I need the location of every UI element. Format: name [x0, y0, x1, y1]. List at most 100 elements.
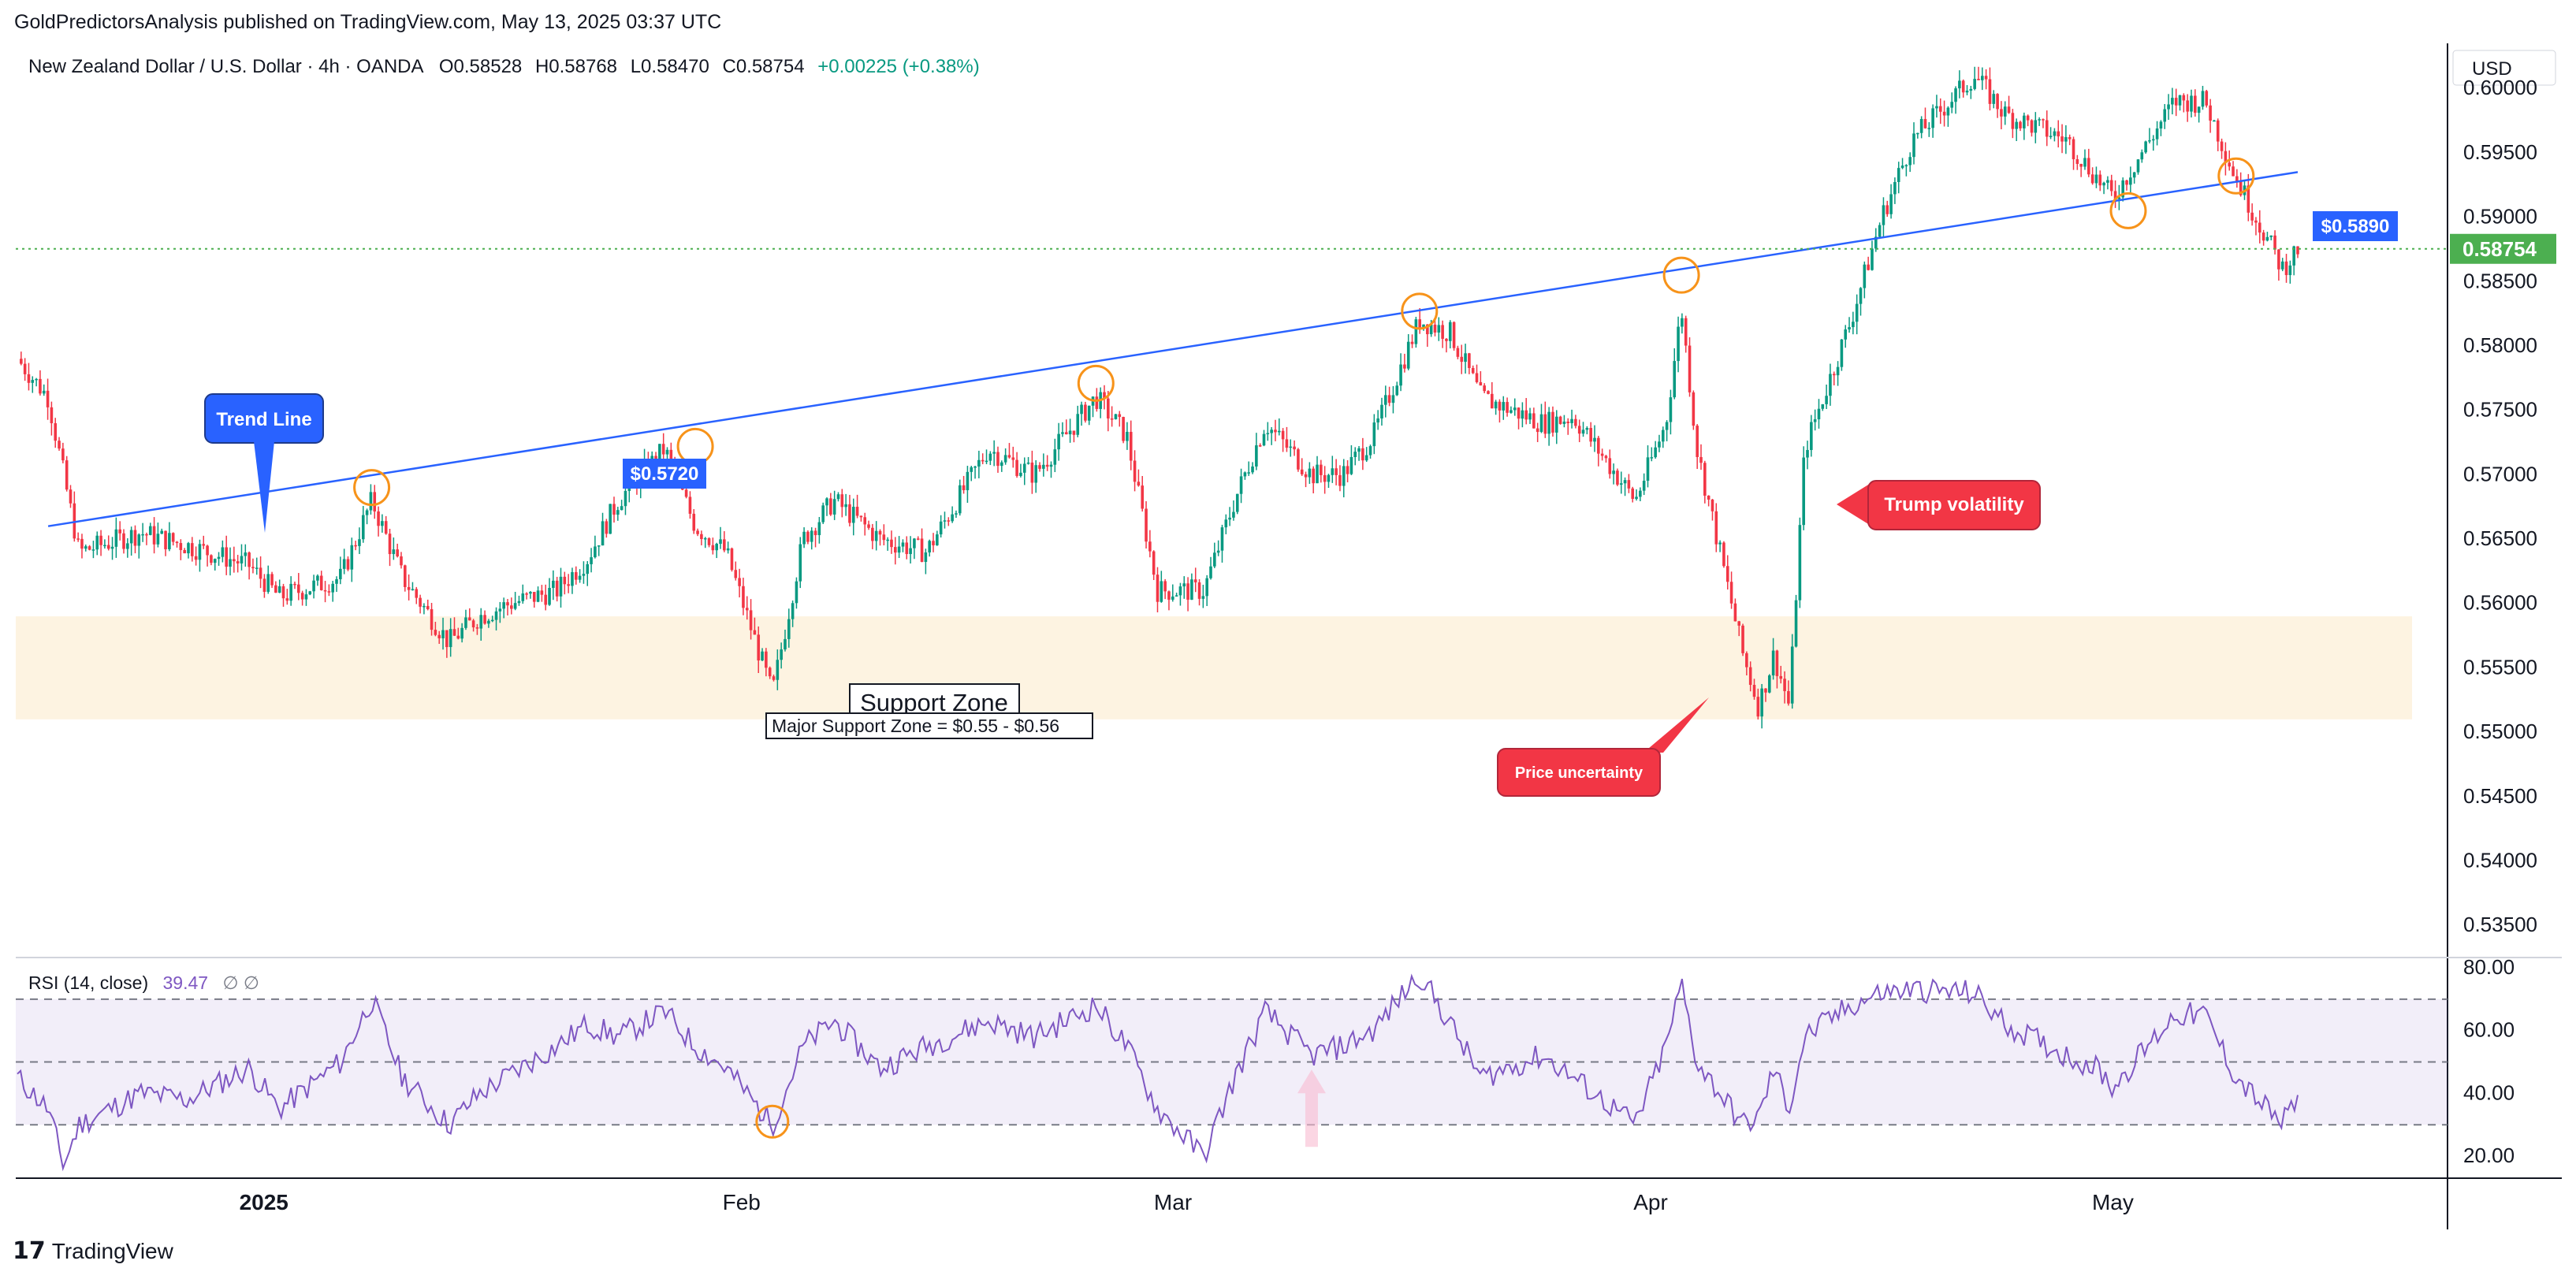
- tradingview-footer[interactable]: 17 TradingView: [13, 1237, 173, 1265]
- candle-body: [2144, 141, 2147, 153]
- currency-label: USD: [2472, 58, 2512, 80]
- candle-body: [1015, 459, 1018, 476]
- candle-body: [840, 494, 844, 508]
- candle-body: [749, 610, 753, 630]
- candle-body: [1787, 690, 1790, 704]
- candle-body: [91, 549, 95, 551]
- candle-body: [452, 629, 456, 636]
- candle-body: [1110, 418, 1114, 420]
- candle-body: [1262, 433, 1266, 446]
- candle-body: [2254, 220, 2258, 223]
- candle-body: [2098, 174, 2102, 186]
- price-highlight-circle: [1662, 256, 1700, 294]
- candle-body: [958, 485, 962, 514]
- candle-body: [1468, 353, 1471, 368]
- candle-body: [206, 545, 209, 556]
- candle-body: [1612, 470, 1615, 474]
- candle-body: [1692, 392, 1696, 426]
- candle-body: [2167, 104, 2170, 110]
- candle-body: [2072, 139, 2075, 160]
- candle-body: [1209, 566, 1212, 578]
- candle-body: [441, 630, 445, 638]
- price-uncertainty-callout[interactable]: Price uncertainty: [1497, 697, 1709, 797]
- candle-body: [1532, 413, 1536, 429]
- candle-body: [1406, 341, 1410, 369]
- trump-volatility-pointer: [1837, 482, 1872, 526]
- candle-body: [688, 496, 692, 514]
- candle-body: [2083, 158, 2086, 167]
- candle-body: [114, 529, 118, 547]
- rsi-axis-tick-label: 40.00: [2463, 1080, 2515, 1104]
- price-label-2-box: [2313, 211, 2398, 241]
- candle-body: [1623, 480, 1627, 484]
- price-label-2-text: $0.5890: [2321, 216, 2390, 237]
- candle-body: [236, 561, 240, 563]
- candle-body: [2235, 176, 2239, 182]
- candle-body: [210, 555, 213, 563]
- candle-body: [765, 651, 768, 668]
- candle-body: [1658, 441, 1661, 448]
- candle-body: [1384, 395, 1387, 405]
- candle-body: [2064, 136, 2068, 142]
- candle-body: [304, 594, 308, 600]
- candle-body: [1205, 578, 1208, 597]
- candle-body: [1289, 446, 1293, 448]
- candle-body: [882, 534, 886, 541]
- candle-body: [297, 584, 300, 593]
- candle-body: [1281, 430, 1285, 440]
- candle-body: [730, 548, 734, 571]
- price-label-1[interactable]: $0.5720: [623, 459, 706, 489]
- candle-body: [715, 544, 718, 551]
- candle-body: [1767, 675, 1771, 693]
- candle-body: [384, 521, 388, 534]
- candle-body: [1855, 303, 1859, 322]
- candle-body: [445, 630, 449, 648]
- time-axis-tick-label: May: [2092, 1190, 2134, 1214]
- candle-body: [456, 635, 460, 639]
- candle-body: [1300, 469, 1304, 474]
- candle-body: [1844, 329, 1848, 340]
- rsi-layer: [16, 973, 2448, 1172]
- price-axis-tick-label: 0.56500: [2463, 526, 2537, 550]
- price-label-2[interactable]: $0.5890: [2313, 211, 2398, 241]
- candle-body: [2209, 105, 2212, 121]
- candle-body: [1539, 414, 1543, 433]
- candle-body: [308, 591, 312, 595]
- candle-body: [1961, 80, 1965, 93]
- support-zone-detail-box: [765, 712, 1093, 739]
- candle-body: [1604, 456, 1608, 459]
- candle-body: [213, 559, 217, 563]
- currency-button[interactable]: [2452, 50, 2556, 86]
- candle-body: [487, 620, 490, 624]
- candle-body: [2174, 98, 2178, 106]
- candle-body: [2003, 106, 2007, 117]
- candle-body: [103, 545, 106, 547]
- candle-body: [966, 471, 970, 490]
- support-zone-detail[interactable]: Major Support Zone = $0.55 - $0.56: [765, 712, 1093, 739]
- price-label-1-box: [623, 459, 706, 489]
- candle-body: [1684, 318, 1688, 346]
- price-uncertainty-pointer: [1644, 697, 1709, 753]
- candle-body: [187, 543, 190, 554]
- price-axis-tick-label: 0.57000: [2463, 462, 2537, 485]
- candle-body: [1152, 551, 1156, 575]
- trump-volatility-callout[interactable]: Trump volatility: [1837, 480, 2041, 530]
- trend-line-callout[interactable]: Trend Line: [204, 393, 324, 533]
- candle-body: [597, 545, 601, 547]
- candle-body: [1410, 341, 1414, 344]
- candle-body: [711, 545, 715, 551]
- candle-body: [1038, 465, 1041, 469]
- candle-body: [2068, 136, 2072, 139]
- trend-line-layer[interactable]: [47, 171, 2299, 527]
- candle-body: [1456, 348, 1460, 357]
- candle-body: [490, 619, 494, 622]
- candle-body: [1867, 264, 1870, 270]
- candle-body: [1084, 404, 1087, 421]
- candle-body: [175, 541, 179, 544]
- candle-body: [703, 537, 707, 540]
- candle-body: [423, 605, 426, 608]
- candle-body: [2034, 120, 2038, 133]
- price-axis-tick-label: 0.53500: [2463, 913, 2537, 936]
- candle-body: [582, 574, 586, 576]
